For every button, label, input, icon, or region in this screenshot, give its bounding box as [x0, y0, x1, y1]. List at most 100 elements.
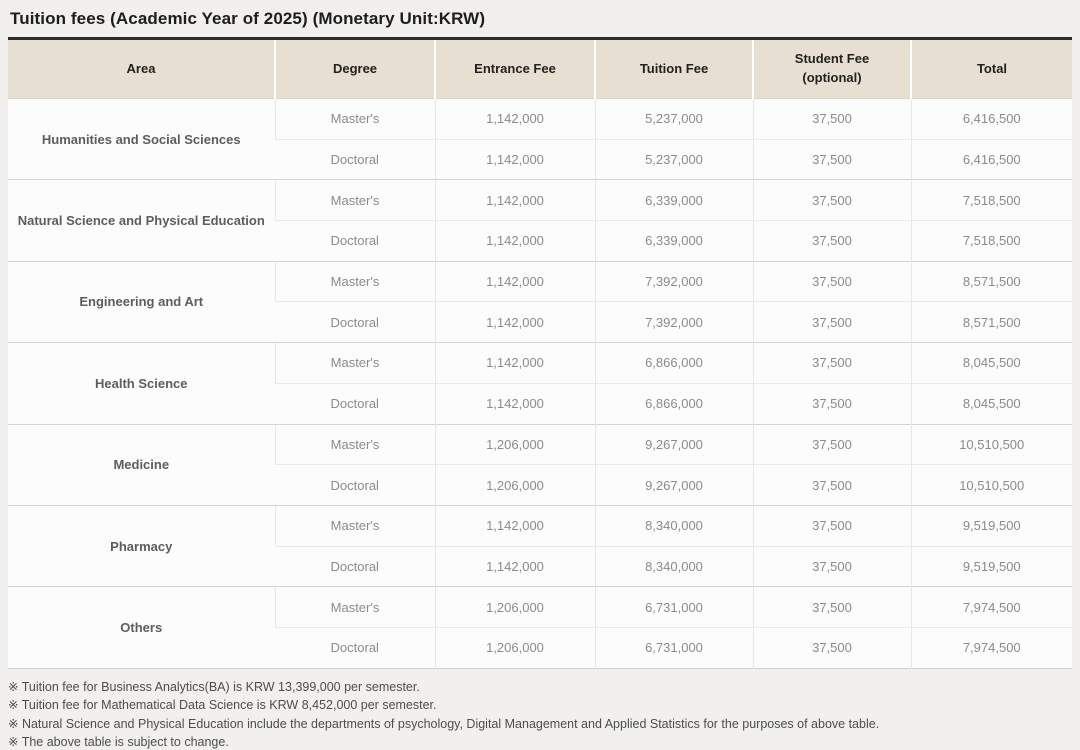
- area-cell: Humanities and Social Sciences: [8, 97, 275, 180]
- entrance-fee-cell: 1,206,000: [434, 423, 595, 465]
- entrance-fee-cell: 1,142,000: [434, 342, 595, 384]
- footnote: ※ Natural Science and Physical Education…: [8, 716, 880, 731]
- total-cell: 9,519,500: [910, 545, 1072, 587]
- entrance-fee-cell: 1,142,000: [434, 98, 595, 140]
- total-cell: 7,518,500: [910, 220, 1072, 262]
- entrance-fee-cell: 1,142,000: [434, 382, 595, 424]
- student-fee-cell: 37,500: [752, 220, 911, 262]
- tuition-fee-cell: 8,340,000: [594, 545, 753, 587]
- column-header-entrance-fee: Entrance Fee: [434, 38, 595, 99]
- student-fee-cell: 37,500: [752, 545, 911, 587]
- student-fee-cell: 37,500: [752, 342, 911, 384]
- table-row: Doctoral 1,206,000 6,731,000 37,500 7,97…: [8, 626, 1072, 669]
- degree-cell: Doctoral: [275, 220, 435, 262]
- tuition-fee-cell: 6,866,000: [594, 382, 753, 424]
- student-fee-cell: 37,500: [752, 301, 911, 343]
- table-row: Natural Science and Physical Education M…: [8, 179, 1072, 262]
- table-row: Doctoral 1,142,000 6,339,000 37,500 7,51…: [8, 220, 1072, 262]
- tuition-fee-cell: 6,731,000: [594, 586, 753, 628]
- degree-cell: Doctoral: [275, 138, 435, 180]
- entrance-fee-cell: 1,142,000: [434, 301, 595, 343]
- tuition-table: Area Degree Entrance Fee Tuition Fee Stu…: [8, 37, 1072, 669]
- total-cell: 8,571,500: [910, 260, 1072, 302]
- area-cell: Medicine: [8, 423, 275, 506]
- tuition-fee-cell: 6,339,000: [594, 179, 753, 221]
- total-cell: 7,518,500: [910, 179, 1072, 221]
- degree-cell: Doctoral: [275, 626, 435, 669]
- tuition-fee-cell: 7,392,000: [594, 301, 753, 343]
- column-header-total: Total: [910, 38, 1072, 99]
- entrance-fee-cell: 1,142,000: [434, 545, 595, 587]
- table-row: Engineering and Art Master's 1,142,000 7…: [8, 260, 1072, 343]
- student-fee-cell: 37,500: [752, 382, 911, 424]
- total-cell: 8,045,500: [910, 342, 1072, 384]
- total-cell: 9,519,500: [910, 504, 1072, 547]
- tuition-fee-cell: 6,866,000: [594, 342, 753, 384]
- table-row: Doctoral 1,142,000 7,392,000 37,500 8,57…: [8, 301, 1072, 343]
- table-row: Pharmacy Master's 1,142,000 8,340,000 37…: [8, 504, 1072, 587]
- column-header-area: Area: [8, 38, 275, 99]
- tuition-fee-cell: 5,237,000: [594, 138, 753, 180]
- student-fee-cell: 37,500: [752, 98, 911, 140]
- tuition-fee-cell: 6,339,000: [594, 220, 753, 262]
- entrance-fee-cell: 1,142,000: [434, 220, 595, 262]
- tuition-fee-cell: 6,731,000: [594, 626, 753, 669]
- student-fee-cell: 37,500: [752, 504, 911, 547]
- table-row: Others Master's 1,206,000 6,731,000 37,5…: [8, 586, 1072, 669]
- entrance-fee-cell: 1,206,000: [434, 586, 595, 628]
- tuition-fee-cell: 9,267,000: [594, 464, 753, 506]
- total-cell: 10,510,500: [910, 464, 1072, 506]
- student-fee-cell: 37,500: [752, 179, 911, 221]
- table-row: Health Science Master's 1,142,000 6,866,…: [8, 342, 1072, 424]
- entrance-fee-cell: 1,142,000: [434, 138, 595, 180]
- table-row: Humanities and Social Sciences Master's …: [8, 97, 1072, 180]
- degree-cell: Master's: [274, 98, 435, 140]
- footnote: ※ Tuition fee for Mathematical Data Scie…: [8, 698, 437, 713]
- entrance-fee-cell: 1,142,000: [434, 504, 595, 547]
- total-cell: 6,416,500: [910, 138, 1072, 180]
- area-cell: Pharmacy: [8, 504, 275, 587]
- degree-cell: Doctoral: [275, 464, 435, 506]
- area-cell: Natural Science and Physical Education: [8, 179, 275, 262]
- tuition-fee-cell: 7,392,000: [594, 260, 753, 302]
- table-row: Medicine Master's 1,206,000 9,267,000 37…: [8, 423, 1072, 506]
- area-cell: Health Science: [8, 342, 275, 424]
- total-cell: 7,974,500: [910, 586, 1072, 628]
- footnotes: ※ Tuition fee for Business Analytics(BA)…: [8, 678, 1080, 750]
- total-cell: 8,571,500: [910, 301, 1072, 343]
- tuition-fee-cell: 9,267,000: [594, 423, 753, 465]
- student-fee-cell: 37,500: [752, 626, 911, 669]
- tuition-fee-cell: 5,237,000: [594, 98, 753, 140]
- degree-cell: Master's: [274, 260, 435, 302]
- table-row: Doctoral 1,142,000 5,237,000 37,500 6,41…: [8, 138, 1072, 180]
- student-fee-cell: 37,500: [752, 260, 911, 302]
- area-cell: Others: [8, 586, 275, 669]
- degree-cell: Master's: [274, 179, 435, 221]
- entrance-fee-cell: 1,206,000: [434, 464, 595, 506]
- degree-cell: Master's: [274, 504, 435, 547]
- entrance-fee-cell: 1,142,000: [434, 260, 595, 302]
- degree-cell: Master's: [274, 342, 435, 384]
- area-cell: Engineering and Art: [8, 260, 275, 343]
- entrance-fee-cell: 1,206,000: [434, 626, 595, 669]
- table-row: Doctoral 1,142,000 8,340,000 37,500 9,51…: [8, 545, 1072, 587]
- degree-cell: Doctoral: [275, 545, 435, 587]
- student-fee-cell: 37,500: [752, 423, 911, 465]
- total-cell: 10,510,500: [910, 423, 1072, 465]
- degree-cell: Doctoral: [275, 382, 435, 424]
- page-title: Tuition fees (Academic Year of 2025) (Mo…: [10, 9, 486, 28]
- footnote: ※ The above table is subject to change.: [8, 735, 229, 750]
- column-header-tuition-fee: Tuition Fee: [594, 38, 753, 99]
- total-cell: 6,416,500: [910, 98, 1072, 140]
- entrance-fee-cell: 1,142,000: [434, 179, 595, 221]
- total-cell: 7,974,500: [910, 626, 1072, 669]
- table-row: Doctoral 1,142,000 6,866,000 37,500 8,04…: [8, 382, 1072, 424]
- degree-cell: Doctoral: [275, 301, 435, 343]
- table-row: Doctoral 1,206,000 9,267,000 37,500 10,5…: [8, 464, 1072, 506]
- total-cell: 8,045,500: [910, 382, 1072, 424]
- student-fee-cell: 37,500: [752, 138, 911, 180]
- student-fee-cell: 37,500: [752, 464, 911, 506]
- column-header-degree: Degree: [274, 38, 435, 99]
- student-fee-cell: 37,500: [752, 586, 911, 628]
- column-header-student-fee: Student Fee (optional): [752, 38, 911, 99]
